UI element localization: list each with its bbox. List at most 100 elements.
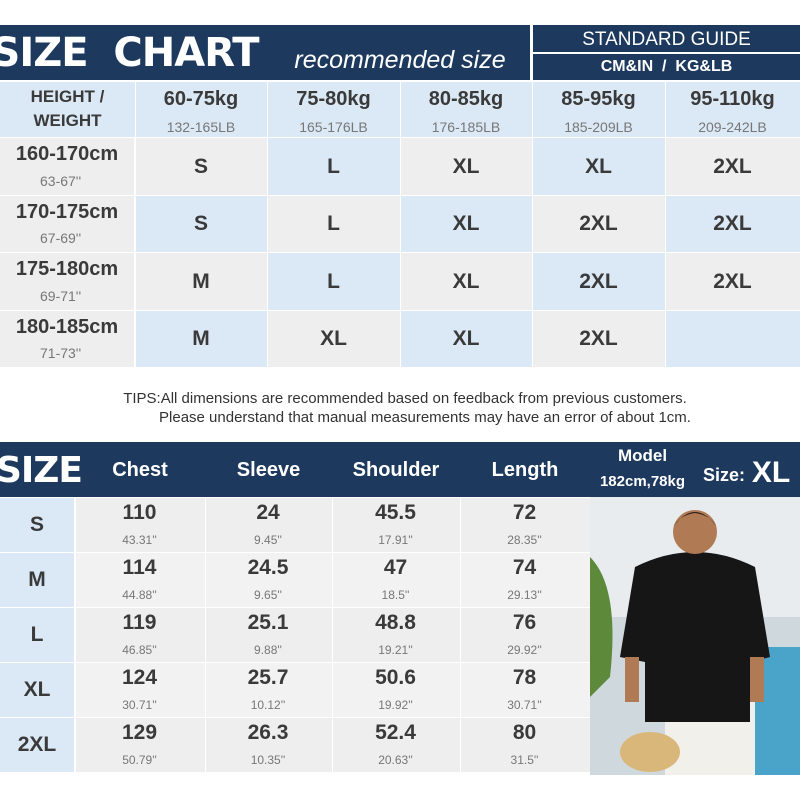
column-header bbox=[136, 82, 267, 137]
size-cell bbox=[0, 663, 74, 717]
header-bar bbox=[0, 25, 530, 80]
size-cell bbox=[533, 196, 665, 252]
size-cell bbox=[268, 253, 400, 310]
measure-cm: 26.3 bbox=[247, 721, 289, 744]
column-header bbox=[666, 82, 800, 137]
size-value: XL bbox=[452, 154, 480, 178]
column-header bbox=[401, 82, 532, 137]
size-cell bbox=[401, 138, 532, 195]
measure-inch: 50.79'' bbox=[122, 753, 157, 767]
corner-label: HEIGHT / bbox=[30, 87, 105, 106]
size-label: XL bbox=[23, 678, 51, 701]
measure-inch: 28.35'' bbox=[507, 533, 542, 547]
size-cell bbox=[533, 311, 665, 367]
height-inch: 71-73'' bbox=[40, 345, 82, 361]
size-value: 2XL bbox=[579, 269, 618, 293]
measure-cell bbox=[76, 553, 205, 607]
measure-inch: 10.12'' bbox=[250, 698, 286, 712]
measure-inch: 20.63'' bbox=[378, 753, 413, 767]
guide-divider bbox=[533, 52, 800, 54]
measure-inch: 31.5'' bbox=[510, 753, 539, 767]
measure-cm: 52.4 bbox=[375, 721, 416, 744]
measure-cm: 47 bbox=[383, 556, 408, 579]
height-cm: 160-170cm bbox=[15, 142, 119, 165]
size-value: 2XL bbox=[579, 212, 618, 235]
measure-cell bbox=[206, 718, 332, 772]
row-label-cell bbox=[0, 138, 134, 195]
weight-lb: 185-209LB bbox=[564, 119, 633, 135]
measure-cell bbox=[461, 718, 590, 772]
measure-cell bbox=[461, 553, 590, 607]
measure-inch: 30.71'' bbox=[507, 698, 542, 712]
weight-lb: 209-242LB bbox=[698, 119, 767, 135]
measure-cm: 76 bbox=[512, 611, 537, 634]
measure-cell bbox=[206, 553, 332, 607]
size-cell bbox=[666, 311, 800, 367]
tip: TIPS:All dimensions are recommended base… bbox=[123, 389, 687, 407]
measure-cm: 78 bbox=[512, 666, 537, 689]
weight-kg: 85-95kg bbox=[561, 87, 636, 110]
measure-cell bbox=[206, 608, 332, 662]
weight-lb: 176-185LB bbox=[431, 119, 501, 135]
measure-cell bbox=[461, 663, 590, 717]
size-cell bbox=[0, 553, 74, 607]
measure-inch: 9.45'' bbox=[254, 533, 282, 547]
size-cell bbox=[0, 498, 74, 552]
model-size-label: Size: bbox=[702, 464, 745, 485]
size-value: XL bbox=[452, 212, 480, 235]
measure-cell bbox=[461, 608, 590, 662]
height-inch: 63-67'' bbox=[40, 172, 82, 189]
title: SIZE CHART bbox=[0, 30, 259, 76]
model-size: XL bbox=[751, 455, 791, 489]
size-cell bbox=[666, 253, 800, 310]
measure-cm: 48.8 bbox=[375, 611, 416, 634]
size-value: S bbox=[193, 154, 208, 178]
height-cm: 175-180cm bbox=[15, 257, 119, 280]
size-value: L bbox=[327, 269, 340, 293]
measure-cm: 24 bbox=[256, 501, 280, 524]
measure-inch: 9.88'' bbox=[254, 643, 282, 657]
measure-cell bbox=[333, 498, 460, 552]
measure-cell bbox=[76, 663, 205, 717]
column-header: Shoulder bbox=[352, 458, 440, 481]
measure-cm: 74 bbox=[512, 556, 537, 579]
size-label: L bbox=[30, 623, 44, 646]
size-value: M bbox=[192, 269, 210, 293]
measure-inch: 18.5'' bbox=[381, 588, 410, 602]
tip: Please understand that manual measuremen… bbox=[159, 408, 691, 426]
weight-lb: 165-176LB bbox=[299, 119, 368, 135]
measure-cm: 25.7 bbox=[247, 666, 289, 689]
size-cell bbox=[136, 253, 267, 310]
measure-cell bbox=[333, 663, 460, 717]
measure-cm: 25.1 bbox=[247, 611, 289, 634]
measure-cell bbox=[461, 498, 590, 552]
size-value: 2XL bbox=[713, 154, 752, 178]
measure-inch: 9.65'' bbox=[254, 588, 282, 602]
measure-cell bbox=[76, 718, 205, 772]
size-value: XL bbox=[585, 154, 612, 178]
measure-cm: 24.5 bbox=[247, 556, 289, 579]
size-value: L bbox=[327, 212, 340, 235]
measure-header bbox=[0, 442, 800, 497]
column-header: Length bbox=[491, 458, 559, 481]
height-cm: 170-175cm bbox=[15, 200, 119, 223]
measure-cm: 129 bbox=[121, 721, 158, 744]
subtitle: recommended size bbox=[294, 45, 506, 74]
size-value: 2XL bbox=[713, 269, 752, 293]
measure-inch: 30.71'' bbox=[122, 698, 157, 712]
measure-cm: 114 bbox=[122, 556, 157, 579]
size-cell bbox=[268, 196, 400, 252]
corner-cell bbox=[0, 82, 135, 137]
corner-label: WEIGHT bbox=[33, 111, 102, 130]
column-header: Chest bbox=[112, 458, 168, 481]
size-cell bbox=[401, 196, 532, 252]
weight-kg: 80-85kg bbox=[428, 87, 504, 110]
size-label: M bbox=[28, 568, 46, 591]
measure-inch: 17.91'' bbox=[378, 533, 413, 547]
size-cell bbox=[136, 196, 267, 252]
size-value: M bbox=[192, 327, 210, 350]
size-cell bbox=[666, 138, 800, 195]
model-stats: 182cm,78kg bbox=[599, 472, 686, 490]
measure-cm: 80 bbox=[512, 721, 537, 744]
